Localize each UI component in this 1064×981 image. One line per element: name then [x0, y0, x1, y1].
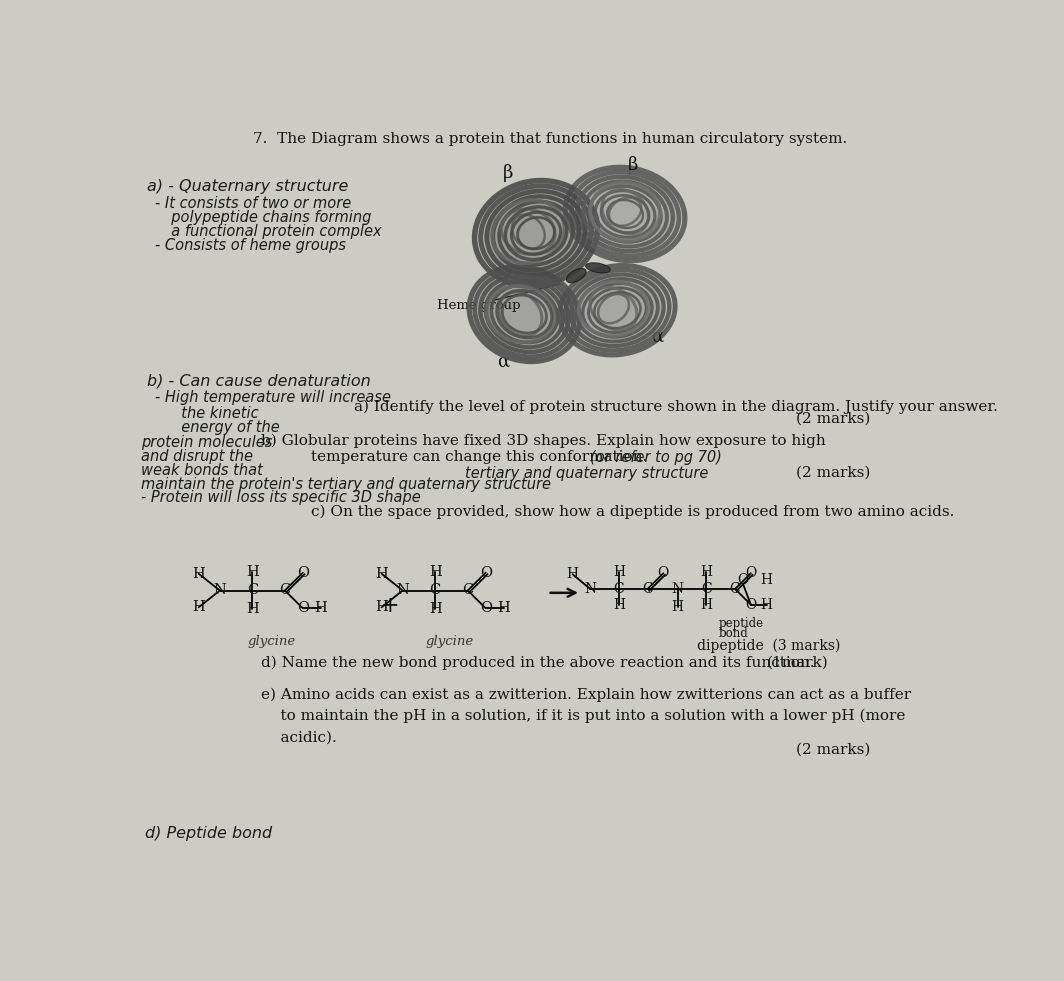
Text: H: H: [429, 602, 442, 616]
Text: C: C: [643, 582, 653, 596]
Text: C: C: [247, 584, 257, 597]
Text: H: H: [700, 565, 713, 580]
Text: O: O: [297, 566, 309, 580]
Text: H: H: [761, 574, 772, 588]
Text: H: H: [761, 597, 772, 611]
Text: H: H: [376, 600, 388, 614]
Text: energy of the: energy of the: [171, 420, 280, 435]
Text: H: H: [566, 567, 579, 581]
Text: H: H: [497, 601, 510, 615]
Text: O: O: [480, 566, 492, 580]
Text: glycine: glycine: [248, 635, 296, 648]
Text: - High temperature will increase: - High temperature will increase: [154, 390, 390, 405]
Text: α: α: [651, 327, 663, 345]
Text: polypeptide chains forming: polypeptide chains forming: [163, 210, 371, 225]
Text: a) - Quaternary structure: a) - Quaternary structure: [147, 180, 348, 194]
Text: e) Amino acids can exist as a zwitterion. Explain how zwitterions can act as a b: e) Amino acids can exist as a zwitterion…: [261, 688, 911, 702]
Text: protein molecules: protein molecules: [140, 435, 272, 450]
Text: C: C: [730, 582, 741, 596]
Text: O: O: [297, 601, 309, 615]
Text: the kinetic: the kinetic: [171, 406, 259, 421]
Text: O: O: [737, 574, 749, 588]
Text: C: C: [279, 584, 290, 597]
Text: O: O: [658, 566, 669, 581]
Text: H: H: [671, 599, 684, 614]
Ellipse shape: [575, 175, 676, 254]
Text: C: C: [701, 582, 712, 596]
Text: H: H: [314, 601, 327, 615]
Text: O: O: [480, 601, 492, 615]
Text: C: C: [430, 584, 440, 597]
Text: a functional protein complex: a functional protein complex: [163, 224, 382, 239]
Text: N: N: [214, 584, 227, 597]
Text: c) On the space provided, show how a dipeptide is produced from two amino acids.: c) On the space provided, show how a dip…: [312, 504, 954, 519]
Text: H: H: [246, 602, 259, 616]
Text: (2 marks): (2 marks): [796, 743, 870, 757]
Text: temperature can change this conformation.: temperature can change this conformation…: [312, 450, 648, 464]
Text: (2 marks): (2 marks): [796, 412, 870, 426]
Text: N: N: [584, 582, 596, 596]
Text: (1mark): (1mark): [767, 655, 829, 669]
Text: (or refer to pg 70): (or refer to pg 70): [591, 450, 722, 465]
Text: β: β: [502, 164, 513, 181]
Text: d) Name the new bond produced in the above reaction and its function.: d) Name the new bond produced in the abo…: [261, 655, 814, 670]
Text: C: C: [462, 584, 473, 597]
Text: α: α: [497, 352, 510, 371]
Ellipse shape: [568, 272, 666, 348]
Text: maintain the protein's tertiary and quaternary structure: maintain the protein's tertiary and quat…: [140, 477, 551, 491]
Text: H: H: [613, 598, 625, 612]
Text: weak bonds that: weak bonds that: [140, 463, 263, 478]
Text: H: H: [376, 567, 388, 581]
Text: - It consists of two or more: - It consists of two or more: [154, 196, 351, 211]
Text: H: H: [193, 567, 205, 581]
Text: - Consists of heme groups: - Consists of heme groups: [154, 237, 346, 253]
Text: b) - Can cause denaturation: b) - Can cause denaturation: [147, 374, 370, 388]
Text: O: O: [745, 597, 757, 611]
Text: 7.  The Diagram shows a protein that functions in human circulatory system.: 7. The Diagram shows a protein that func…: [253, 131, 847, 145]
Text: Heme group: Heme group: [437, 298, 520, 312]
Text: to maintain the pH in a solution, if it is put into a solution with a lower pH (: to maintain the pH in a solution, if it …: [261, 709, 905, 723]
Ellipse shape: [484, 188, 588, 278]
Ellipse shape: [586, 263, 611, 273]
Text: bond: bond: [719, 627, 749, 640]
Text: (2 marks): (2 marks): [796, 466, 870, 480]
Text: peptide: peptide: [719, 617, 764, 630]
Text: H: H: [246, 565, 259, 579]
Text: H: H: [700, 598, 713, 612]
Text: acidic).: acidic).: [261, 731, 336, 745]
Text: +: +: [381, 595, 400, 617]
Text: N: N: [396, 584, 410, 597]
Text: H: H: [193, 600, 205, 614]
Text: β: β: [628, 156, 637, 175]
Ellipse shape: [566, 269, 586, 283]
Text: dipeptide  (3 marks): dipeptide (3 marks): [697, 639, 841, 652]
Text: O: O: [745, 566, 757, 581]
Text: C: C: [614, 582, 625, 596]
Text: and disrupt the: and disrupt the: [140, 449, 253, 464]
Text: b) Globular proteins have fixed 3D shapes. Explain how exposure to high: b) Globular proteins have fixed 3D shape…: [261, 434, 826, 447]
Text: H: H: [613, 565, 625, 580]
Text: a) Identify the level of protein structure shown in the diagram. Justify your an: a) Identify the level of protein structu…: [354, 399, 998, 414]
Text: N: N: [671, 582, 684, 596]
Text: glycine: glycine: [426, 635, 475, 648]
Text: d) Peptide bond: d) Peptide bond: [145, 826, 271, 841]
Text: tertiary and quaternary structure: tertiary and quaternary structure: [465, 466, 708, 481]
Text: H: H: [429, 565, 442, 579]
Ellipse shape: [478, 274, 571, 354]
Text: - Protein will loss its specific 3D shape: - Protein will loss its specific 3D shap…: [140, 490, 420, 505]
